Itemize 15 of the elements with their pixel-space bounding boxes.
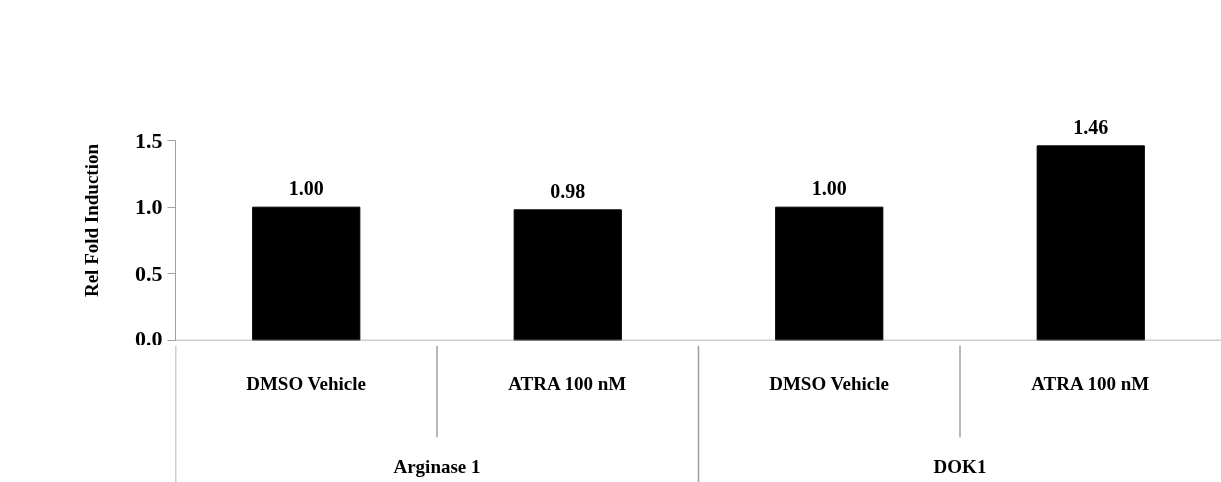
y-axis-title: Rel Fold Induction [81, 143, 102, 298]
y-tick-label: 1.0 [135, 194, 163, 220]
x-tick-label: ATRA 100 nM [508, 373, 627, 395]
y-tick-label: 0.5 [135, 260, 163, 286]
x-tick-label: ATRA 100 nM [1031, 373, 1150, 395]
y-tick-label: 0.0 [135, 325, 163, 351]
data-label: 1.46 [1073, 115, 1109, 138]
y-tick-label: 1.5 [135, 127, 163, 153]
x-tick-label: DMSO Vehicle [246, 373, 366, 395]
data-label: 1.00 [811, 177, 847, 200]
text: DOK1 [933, 455, 987, 477]
text: Arginase 1 [393, 455, 481, 477]
x-tick-label: DMSO Vehicle [769, 373, 889, 395]
data-label: 1.00 [288, 177, 324, 200]
data-label: 0.98 [550, 179, 586, 202]
